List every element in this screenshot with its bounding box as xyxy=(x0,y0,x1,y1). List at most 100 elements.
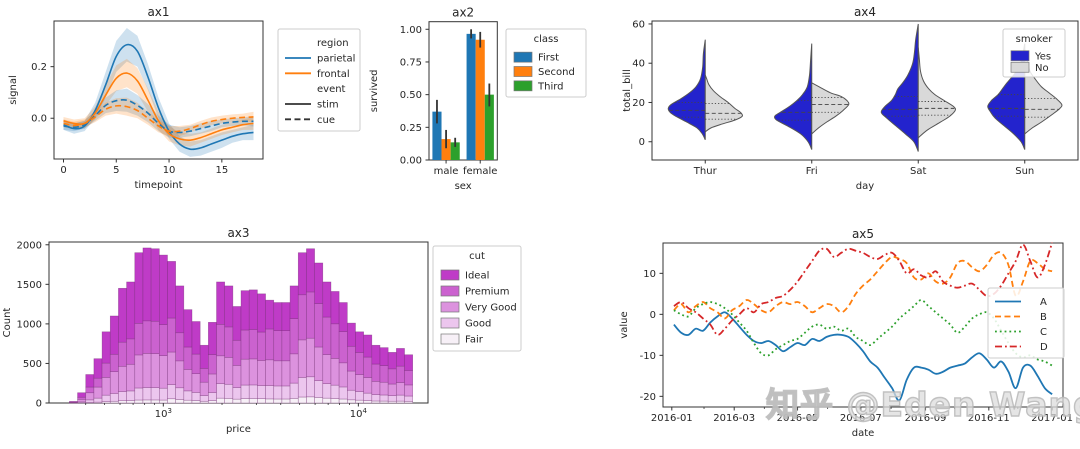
ax3-seg-Premium xyxy=(150,320,160,354)
ax3-seg-Good xyxy=(183,390,193,401)
ax3-seg-Ideal xyxy=(281,302,291,331)
ax5-xtick-label: 2016-05 xyxy=(777,413,819,424)
ax3-seg-Good xyxy=(404,395,413,402)
ax2-bar-Second-female xyxy=(475,39,485,160)
ax3-seg-Very Good xyxy=(314,346,324,381)
ax3-seg-Very Good xyxy=(77,398,87,403)
ax3-seg-Good xyxy=(85,399,95,403)
ax3-seg-Fair xyxy=(175,399,185,404)
ax1-title: ax1 xyxy=(147,5,169,19)
ax3-seg-Ideal xyxy=(159,254,168,325)
ax1-band-parietal-cue xyxy=(63,88,254,138)
ax3-seg-Good xyxy=(159,387,168,401)
ax3-seg-Premium xyxy=(347,345,356,372)
ax5-line-A xyxy=(673,311,1053,402)
ax4-xtick-label: Thur xyxy=(693,166,718,177)
ax1-panel: 0 5 10 15 0.0 0.2 ax1 timepoint signal region pari… xyxy=(8,5,361,191)
ax3-seg-Fair xyxy=(289,398,299,404)
ax2-panel: male female 0.00 0.25 0.50 0.75 1.00 ax2 sex surv… xyxy=(369,6,587,192)
ax2-legend-label: First xyxy=(538,53,559,64)
ax3-seg-Fair xyxy=(347,399,356,404)
ax3-seg-Fair xyxy=(371,400,381,404)
ax3-seg-Good xyxy=(216,383,225,399)
ax3-seg-Ideal xyxy=(404,354,413,371)
ax3-seg-Fair xyxy=(257,398,266,404)
ax5-legend-label: B xyxy=(1040,312,1047,323)
ax3-seg-Very Good xyxy=(216,355,225,384)
ax3-seg-Good xyxy=(240,384,250,399)
ax3-seg-Fair xyxy=(167,398,176,404)
ax3-seg-Premium xyxy=(273,330,283,362)
ax4-panel: Thur Fri Sat Sun 0 20 40 60 ax4 day total_bill smok… xyxy=(622,5,1079,192)
ax3-seg-Very Good xyxy=(330,358,340,386)
ax3-seg-Ideal xyxy=(69,401,78,403)
ax3-seg-Good xyxy=(273,385,283,400)
ax4-xlabel: day xyxy=(856,181,874,192)
ax3-seg-Good xyxy=(297,377,307,398)
ax3-title: ax3 xyxy=(227,226,249,240)
ax5-legend-label: D xyxy=(1040,342,1048,353)
ax3-seg-Good xyxy=(134,387,144,401)
ax3-seg-Good xyxy=(118,391,127,402)
ax3-legend-label: Very Good xyxy=(465,303,517,314)
ax2-legend-sample-First xyxy=(513,51,533,63)
ax3-seg-Premium xyxy=(159,324,168,356)
ax3-ytick-label: 1500 xyxy=(17,280,42,291)
ax1-legend-label: stim xyxy=(317,100,339,111)
ax3-seg-Fair xyxy=(134,399,144,404)
ax1-ylabel: signal xyxy=(8,75,19,105)
ax1-xtick-label: 0 xyxy=(60,165,66,176)
ax3-seg-Premium xyxy=(379,365,389,383)
ax3-ytick-label: 0 xyxy=(36,399,42,410)
ax3-seg-Premium xyxy=(134,323,144,356)
ax3-seg-Good xyxy=(248,384,258,399)
ax1-band-parietal-stim xyxy=(63,27,254,157)
ax3-seg-Good xyxy=(330,384,340,399)
ax1-band-frontal-stim xyxy=(63,58,254,147)
ax3-seg-Fair xyxy=(273,398,283,404)
ax3-seg-Premium xyxy=(216,324,225,357)
ax3-seg-Very Good xyxy=(224,357,234,385)
ax3-seg-Premium xyxy=(77,396,87,400)
ax3-seg-Ideal xyxy=(248,289,258,330)
ax3-legend-label: Ideal xyxy=(465,271,489,282)
ax5-legend-box xyxy=(987,287,1065,359)
ax3-seg-Ideal xyxy=(216,281,225,325)
ax3-seg-Very Good xyxy=(371,381,381,395)
ax3-seg-Good xyxy=(232,387,242,400)
ax3-seg-Fair xyxy=(150,399,160,404)
ax3-seg-Premium xyxy=(240,329,250,360)
ax3-seg-Fair xyxy=(281,398,291,404)
ax3-seg-Good xyxy=(306,376,315,398)
ax3-seg-Very Good xyxy=(273,360,283,387)
ax3-seg-Fair xyxy=(330,398,340,404)
ax1-legend-header: event xyxy=(317,84,346,95)
ax4-violin-Thur-yes xyxy=(667,39,706,141)
ax1-line-parietal-stim xyxy=(63,43,254,151)
ax4-ytick-label: 0 xyxy=(639,137,645,148)
ax3-seg-Very Good xyxy=(134,354,144,389)
ax1-legend-header: region xyxy=(317,38,349,49)
ax5-xtick-label: 2016-07 xyxy=(840,413,882,424)
ax3-seg-Very Good xyxy=(338,362,348,388)
ax3-seg-Very Good xyxy=(232,365,242,388)
ax3-legend-title: cut xyxy=(469,251,485,262)
ax3-seg-Ideal xyxy=(371,344,381,365)
ax5-ytick-label: 10 xyxy=(643,269,656,280)
ax3-seg-Premium xyxy=(338,331,348,364)
ax2-ytick-label: 0.50 xyxy=(400,90,422,101)
ax4-legend-label: No xyxy=(1035,63,1049,74)
ax3-seg-Premium xyxy=(387,368,397,385)
ax2-legend-box xyxy=(505,28,587,98)
ax3-seg-Very Good xyxy=(175,360,185,389)
ax3-seg-Ideal xyxy=(142,247,152,322)
ax3-seg-Ideal xyxy=(77,392,87,398)
ax4-violin-Thur-no xyxy=(704,74,744,133)
ax3-seg-Very Good xyxy=(191,373,201,393)
ax5-ylabel: value xyxy=(619,311,630,338)
ax3-seg-Premium xyxy=(93,377,103,388)
ax3-seg-Fair xyxy=(265,398,275,404)
ax3-seg-Premium xyxy=(371,363,381,382)
ax4-violin-Fri-yes xyxy=(773,43,813,150)
ax3-seg-Very Good xyxy=(281,360,291,387)
